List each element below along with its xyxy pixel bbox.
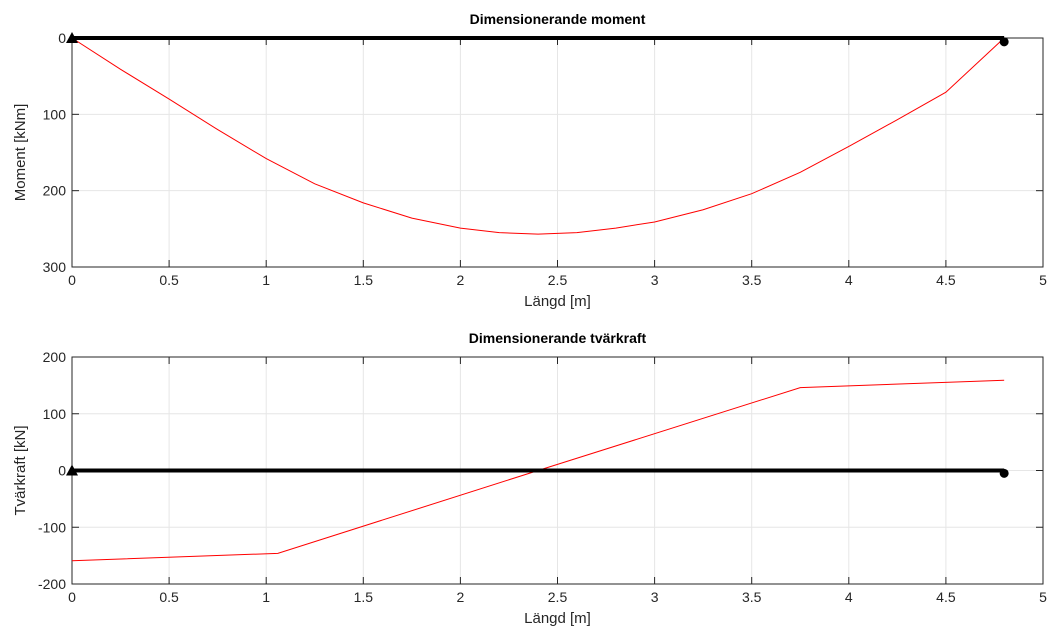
moment-x-tick-label: 4.5 bbox=[936, 272, 956, 288]
moment-x-tick-label: 0 bbox=[68, 272, 76, 288]
shear-plot: 0 0.5 1 1.5 2 2.5 3 3.5 4 4.5 5 200 100 0 -100 -200 Dime… bbox=[12, 330, 1047, 627]
moment-y-axis-label: Moment [kNm] bbox=[12, 104, 29, 202]
shear-x-tick-label: 5 bbox=[1039, 589, 1047, 605]
shear-x-tick-label: 4 bbox=[845, 589, 853, 605]
moment-x-tick-label: 1 bbox=[262, 272, 270, 288]
moment-x-tick-label: 1.5 bbox=[354, 272, 374, 288]
moment-x-tick-label: 3 bbox=[651, 272, 659, 288]
moment-y-tick-label: 100 bbox=[43, 106, 67, 122]
moment-x-tick-label: 0.5 bbox=[159, 272, 179, 288]
shear-x-tick-label: 0.5 bbox=[159, 589, 179, 605]
shear-y-tick-label: 200 bbox=[43, 349, 67, 365]
moment-series-line bbox=[72, 38, 1004, 234]
moment-x-tick-label: 2.5 bbox=[548, 272, 568, 288]
shear-y-tick-label: -200 bbox=[38, 576, 66, 592]
shear-x-tick-label: 2.5 bbox=[548, 589, 568, 605]
moment-y-tick-label: 0 bbox=[58, 30, 66, 46]
moment-x-tick-label: 4 bbox=[845, 272, 853, 288]
moment-y-tick-label: 300 bbox=[43, 259, 67, 275]
moment-plot: 0 0.5 1 1.5 2 2.5 3 3.5 4 4.5 5 0 100 200 300 Dimension… bbox=[12, 11, 1047, 310]
shear-x-tick-label: 3.5 bbox=[742, 589, 762, 605]
moment-y-tick-label: 200 bbox=[43, 183, 67, 199]
moment-plot-title: Dimensionerande moment bbox=[470, 11, 646, 27]
shear-y-tick-label: -100 bbox=[38, 519, 66, 535]
shear-plot-title: Dimensionerande tvärkraft bbox=[469, 330, 647, 346]
moment-grid bbox=[72, 38, 1043, 267]
shear-y-axis-label: Tvärkraft [kN] bbox=[12, 425, 29, 515]
moment-x-tick-label: 2 bbox=[457, 272, 465, 288]
moment-roller-support-marker bbox=[1000, 37, 1009, 46]
shear-roller-support-marker bbox=[1000, 469, 1009, 478]
shear-x-tick-label: 1 bbox=[262, 589, 270, 605]
shear-y-tick-label: 100 bbox=[43, 406, 67, 422]
shear-x-tick-label: 1.5 bbox=[354, 589, 374, 605]
shear-y-tick-label: 0 bbox=[58, 463, 66, 479]
moment-x-tick-label: 3.5 bbox=[742, 272, 762, 288]
shear-x-tick-label: 0 bbox=[68, 589, 76, 605]
shear-x-tick-label: 4.5 bbox=[936, 589, 956, 605]
shear-x-tick-label: 3 bbox=[651, 589, 659, 605]
shear-x-tick-label: 2 bbox=[457, 589, 465, 605]
moment-x-axis-label: Längd [m] bbox=[524, 293, 591, 310]
moment-x-tick-label: 5 bbox=[1039, 272, 1047, 288]
shear-x-axis-label: Längd [m] bbox=[524, 610, 591, 627]
